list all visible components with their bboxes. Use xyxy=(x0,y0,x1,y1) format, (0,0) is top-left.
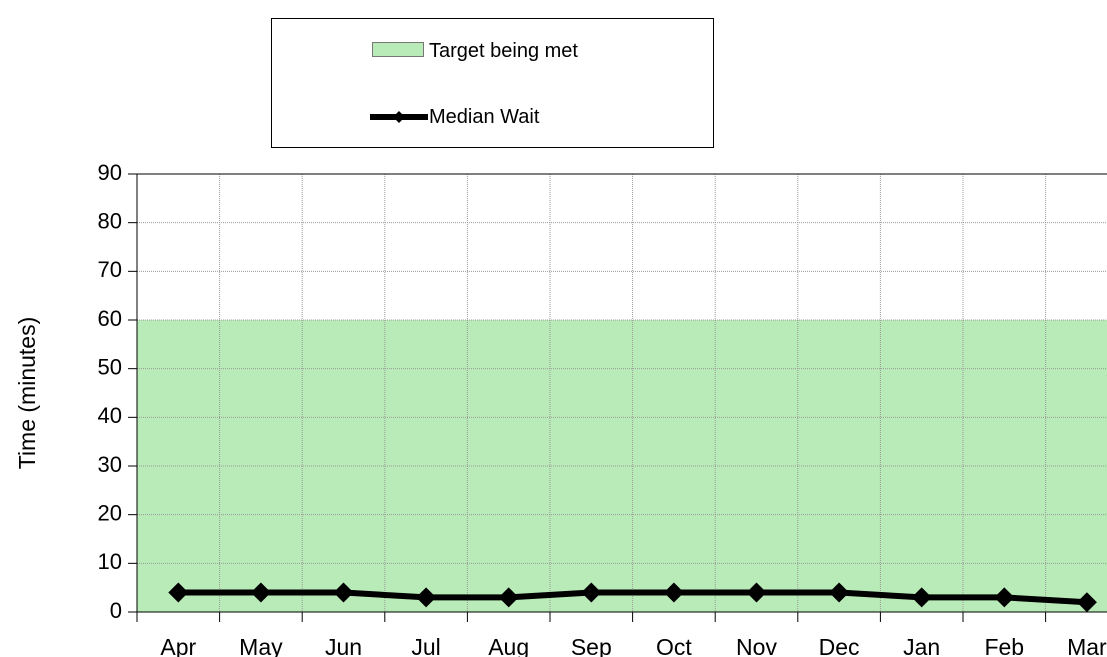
marker xyxy=(746,582,767,603)
x-tick-label: Oct xyxy=(656,634,692,657)
x-tick-label: Dec xyxy=(819,634,860,657)
y-tick-label: 40 xyxy=(98,403,122,428)
marker xyxy=(168,582,189,603)
y-tick-label: 10 xyxy=(98,549,122,574)
x-tick-label: Aug xyxy=(488,634,529,657)
marker xyxy=(416,587,437,608)
marker xyxy=(994,587,1015,608)
y-tick-label: 0 xyxy=(110,598,122,623)
y-axis-label: Time (minutes) xyxy=(14,317,40,470)
legend-swatch xyxy=(372,42,424,57)
marker xyxy=(250,582,271,603)
marker xyxy=(1076,592,1097,613)
legend-marker xyxy=(393,111,405,123)
y-tick-label: 20 xyxy=(98,500,122,525)
x-tick-label: Jun xyxy=(325,634,362,657)
legend-label: Target being met xyxy=(429,40,578,62)
x-tick-label: Sep xyxy=(571,634,612,657)
x-tick-label: Nov xyxy=(736,634,777,657)
series-line xyxy=(178,589,1088,606)
x-tick-label: Jul xyxy=(411,634,440,657)
legend: Target being met Median Wait xyxy=(370,40,578,128)
y-tick-label: 90 xyxy=(98,160,122,185)
marker xyxy=(663,582,684,603)
x-tick-label: Mar xyxy=(1067,634,1107,657)
y-tick-label: 80 xyxy=(98,208,122,233)
y-tick-label: 50 xyxy=(98,354,122,379)
y-tick-label: 60 xyxy=(98,306,122,331)
legend-label: Median Wait xyxy=(429,106,540,128)
x-tick-label: Apr xyxy=(160,634,196,657)
x-tick-label: May xyxy=(239,634,283,657)
x-tick-label: Feb xyxy=(984,634,1024,657)
y-tick-label: 70 xyxy=(98,257,122,282)
marker xyxy=(829,582,850,603)
x-tick-label: Jan xyxy=(903,634,940,657)
plot-area: Apr May Jun Jul Aug Sep Oct Nov Dec Jan Feb Mar xyxy=(136,173,1107,657)
marker xyxy=(581,582,602,603)
marker xyxy=(498,587,519,608)
marker xyxy=(911,587,932,608)
marker xyxy=(333,582,354,603)
legend-box xyxy=(271,18,714,148)
y-tick-label: 30 xyxy=(98,452,122,477)
